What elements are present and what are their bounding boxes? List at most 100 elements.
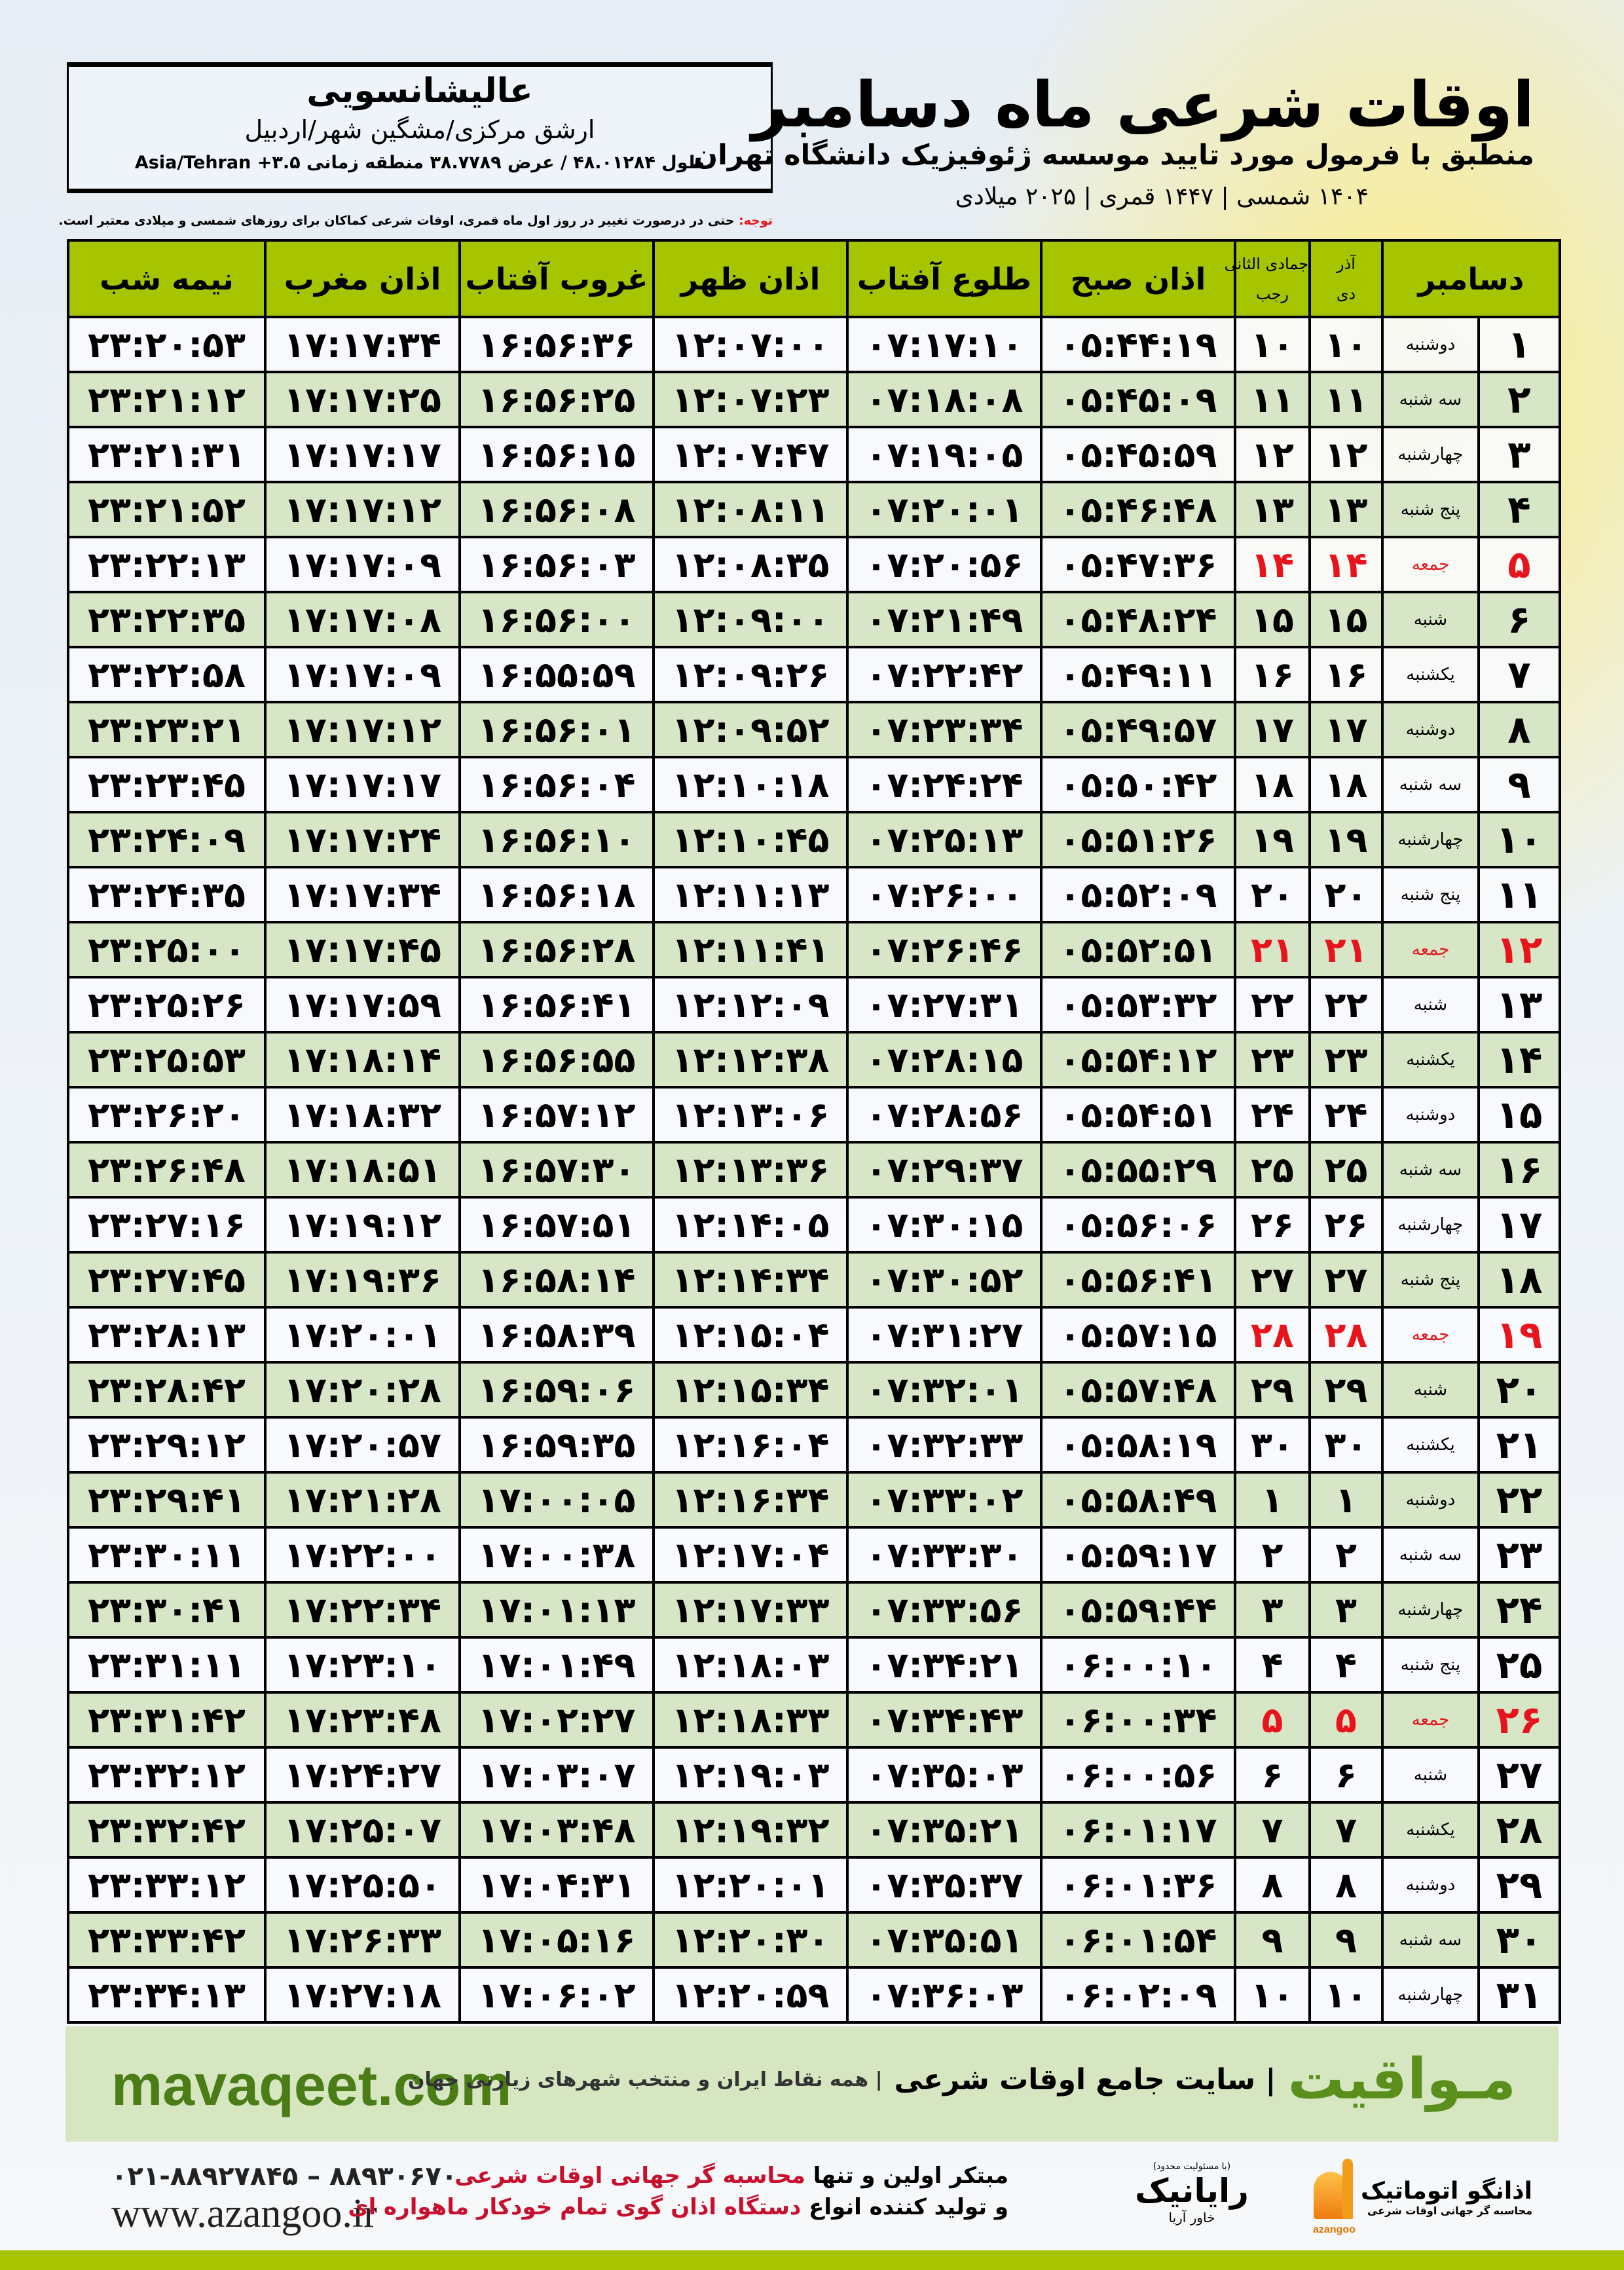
rayanik-sub: خاور آریا [1168, 2210, 1215, 2225]
cell-nimeh: ۲۳:۲۱:۵۲ [67, 481, 267, 538]
cell-weekday: دوشنبه [1381, 1856, 1480, 1914]
cell-maghrib: ۱۷:۲۳:۴۸ [264, 1691, 461, 1749]
azangoo-link[interactable]: www.azangoo.ir [111, 2191, 377, 2236]
cell-zohr: ۱۲:۱۳:۰۶ [652, 1086, 849, 1144]
cell-tolu: ۰۷:۳۱:۲۷ [846, 1306, 1043, 1364]
cell-day: ۳۱ [1477, 1966, 1561, 2024]
cell-sobh: ۰۶:۰۱:۵۴ [1040, 1911, 1236, 1969]
cell-maghrib: ۱۷:۱۹:۳۶ [264, 1251, 461, 1309]
cell-shamsi-day: ۲۳ [1308, 1031, 1384, 1088]
cell-nimeh: ۲۳:۲۰:۵۳ [67, 316, 267, 373]
footer-slogan: مبتکر اولین و تنها محاسبه گر جهانی اوقات… [348, 2160, 1008, 2223]
cell-weekday: سه شنبه [1381, 371, 1480, 428]
cell-sobh: ۰۵:۵۶:۴۱ [1040, 1251, 1236, 1309]
cell-weekday: چهارشنبه [1381, 811, 1480, 868]
cell-tolu: ۰۷:۲۸:۵۶ [846, 1086, 1043, 1144]
cell-tolu: ۰۷:۳۰:۵۲ [846, 1251, 1043, 1309]
cell-ghorub: ۱۶:۵۶:۲۸ [458, 921, 655, 978]
cell-zohr: ۱۲:۱۹:۳۲ [652, 1801, 849, 1859]
cell-nimeh: ۲۳:۳۴:۱۳ [67, 1966, 267, 2024]
cell-ghorub: ۱۷:۰۳:۴۸ [458, 1801, 655, 1859]
cell-nimeh: ۲۳:۲۶:۲۰ [67, 1086, 267, 1144]
cell-tolu: ۰۷:۳۴:۲۱ [846, 1636, 1043, 1694]
cell-weekday: یکشنبه [1381, 646, 1480, 703]
cell-tolu: ۰۷:۲۱:۴۹ [846, 591, 1043, 648]
cell-day: ۲ [1477, 371, 1561, 428]
cell-shamsi-day: ۲۸ [1308, 1306, 1384, 1364]
cell-sobh: ۰۶:۰۰:۵۶ [1040, 1746, 1236, 1804]
cell-tolu: ۰۷:۳۴:۴۳ [846, 1691, 1043, 1749]
cell-day: ۱۹ [1477, 1306, 1561, 1364]
cell-maghrib: ۱۷:۲۶:۳۳ [264, 1911, 461, 1969]
cell-maghrib: ۱۷:۱۷:۱۲ [264, 701, 461, 758]
table-row: ۶ شنبه ۱۵ ۱۵ ۰۵:۴۸:۲۴ ۰۷:۲۱:۴۹ ۱۲:۰۹:۰۰ ۱۶:۵۶:۰… [67, 591, 1561, 648]
cell-weekday: سه شنبه [1381, 1911, 1480, 1969]
cell-qamari-day: ۱۶ [1234, 646, 1311, 703]
note-text: حتی در درصورت تغییر در روز اول ماه قمری،… [58, 214, 739, 228]
cell-nimeh: ۲۳:۲۱:۳۱ [67, 426, 267, 483]
note-label: توجه: [739, 214, 773, 228]
cell-sobh: ۰۵:۴۹:۵۷ [1040, 701, 1236, 758]
cell-zohr: ۱۲:۱۸:۳۳ [652, 1691, 849, 1749]
table-row: ۱۴ یکشنبه ۲۳ ۲۳ ۰۵:۵۴:۱۲ ۰۷:۲۸:۱۵ ۱۲:۱۲:۳۸ ۱۶:۵… [67, 1031, 1561, 1088]
cell-nimeh: ۲۳:۳۱:۱۱ [67, 1636, 267, 1694]
cell-tolu: ۰۷:۲۵:۱۳ [846, 811, 1043, 868]
cell-day: ۲۹ [1477, 1856, 1561, 1914]
cell-shamsi-day: ۱۰ [1308, 1966, 1384, 2024]
cell-zohr: ۱۲:۱۰:۴۵ [652, 811, 849, 868]
table-row: ۱۷ چهارشنبه ۲۶ ۲۶ ۰۵:۵۶:۰۶ ۰۷:۳۰:۱۵ ۱۲:۱۴:۰۵ ۱۶… [67, 1196, 1561, 1254]
cell-weekday: شنبه [1381, 1746, 1480, 1804]
cell-maghrib: ۱۷:۲۵:۰۷ [264, 1801, 461, 1859]
cell-tolu: ۰۷:۲۷:۳۱ [846, 976, 1043, 1033]
cell-nimeh: ۲۳:۲۷:۱۶ [67, 1196, 267, 1254]
cell-shamsi-day: ۳۰ [1308, 1416, 1384, 1474]
cell-qamari-day: ۱۸ [1234, 756, 1311, 813]
table-row: ۱۳ شنبه ۲۲ ۲۲ ۰۵:۵۳:۳۲ ۰۷:۲۷:۳۱ ۱۲:۱۲:۰۹ ۱۶:۵۶:… [67, 976, 1561, 1033]
rayanik-note: (با مسئولیت محدود) [1153, 2161, 1231, 2172]
cell-tolu: ۰۷:۲۶:۴۶ [846, 921, 1043, 978]
cell-zohr: ۱۲:۲۰:۰۱ [652, 1856, 849, 1914]
page-title: اوقات شرعی ماه دسامبر [751, 68, 1534, 141]
table-body: ۱ دوشنبه ۱۰ ۱۰ ۰۵:۴۴:۱۹ ۰۷:۱۷:۱۰ ۱۲:۰۷:۰۰ ۱۶:۵۶… [67, 316, 1561, 2024]
cell-day: ۱۳ [1477, 976, 1561, 1033]
cell-day: ۹ [1477, 756, 1561, 813]
cell-qamari-day: ۵ [1234, 1691, 1311, 1749]
cell-shamsi-day: ۱۱ [1308, 371, 1384, 428]
cell-tolu: ۰۷:۲۰:۵۶ [846, 536, 1043, 593]
cell-sobh: ۰۵:۵۵:۲۹ [1040, 1141, 1236, 1199]
cell-sobh: ۰۵:۵۸:۱۹ [1040, 1416, 1236, 1474]
banner-tagline: | سایت جامع اوقات شرعی [894, 2062, 1276, 2096]
header-maghrib: اذان مغرب [264, 239, 461, 318]
cell-maghrib: ۱۷:۱۷:۲۴ [264, 811, 461, 868]
cell-tolu: ۰۷:۳۰:۱۵ [846, 1196, 1043, 1254]
cell-zohr: ۱۲:۱۵:۳۴ [652, 1361, 849, 1419]
cell-day: ۲۰ [1477, 1361, 1561, 1419]
cell-sobh: ۰۵:۵۹:۴۴ [1040, 1581, 1236, 1639]
mavaqeet-brand: مـواقیت | سایت جامع اوقات شرعی | همه نقا… [408, 2047, 1516, 2112]
cell-day: ۱۴ [1477, 1031, 1561, 1088]
mavaqeet-logo: مـواقیت [1287, 2047, 1517, 2112]
cell-nimeh: ۲۳:۲۴:۰۹ [67, 811, 267, 868]
table-row: ۳ چهارشنبه ۱۲ ۱۲ ۰۵:۴۵:۵۹ ۰۷:۱۹:۰۵ ۱۲:۰۷:۴۷ ۱۶:… [67, 426, 1561, 483]
cell-nimeh: ۲۳:۲۹:۱۲ [67, 1416, 267, 1474]
cell-day: ۱۶ [1477, 1141, 1561, 1199]
header-qamari-top: جمادی الثانی [1224, 254, 1308, 273]
cell-shamsi-day: ۴ [1308, 1636, 1384, 1694]
cell-zohr: ۱۲:۱۰:۱۸ [652, 756, 849, 813]
cell-zohr: ۱۲:۱۷:۳۳ [652, 1581, 849, 1639]
cell-zohr: ۱۲:۰۸:۳۵ [652, 536, 849, 593]
cell-ghorub: ۱۷:۰۱:۴۹ [458, 1636, 655, 1694]
mavaqeet-link[interactable]: mavaqeet.com [111, 2053, 512, 2117]
cell-qamari-day: ۲۹ [1234, 1361, 1311, 1419]
cell-day: ۴ [1477, 481, 1561, 538]
cell-maghrib: ۱۷:۲۰:۰۱ [264, 1306, 461, 1364]
cell-ghorub: ۱۶:۵۶:۰۱ [458, 701, 655, 758]
note: توجه: حتی در درصورت تغییر در روز اول ماه… [58, 214, 773, 228]
cell-sobh: ۰۵:۴۶:۴۸ [1040, 481, 1236, 538]
cell-sobh: ۰۶:۰۱:۳۶ [1040, 1856, 1236, 1914]
header-nimeh: نیمه شب [67, 239, 267, 318]
cell-maghrib: ۱۷:۱۷:۱۷ [264, 756, 461, 813]
cell-maghrib: ۱۷:۲۲:۰۰ [264, 1526, 461, 1584]
table-row: ۲۳ سه شنبه ۲ ۲ ۰۵:۵۹:۱۷ ۰۷:۳۳:۳۰ ۱۲:۱۷:۰۴ ۱۷:۰۰… [67, 1526, 1561, 1584]
cell-nimeh: ۲۳:۲۴:۳۵ [67, 866, 267, 923]
